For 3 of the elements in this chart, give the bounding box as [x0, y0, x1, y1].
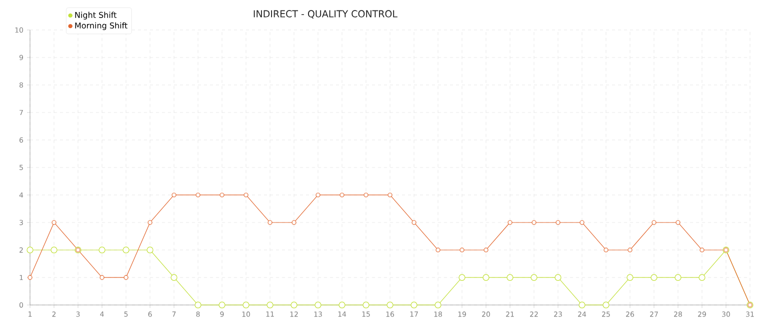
legend-label: Night Shift	[75, 12, 117, 20]
chart-title: INDIRECT - QUALITY CONTROL	[254, 10, 398, 18]
legend-label: Morning Shift	[75, 22, 128, 30]
